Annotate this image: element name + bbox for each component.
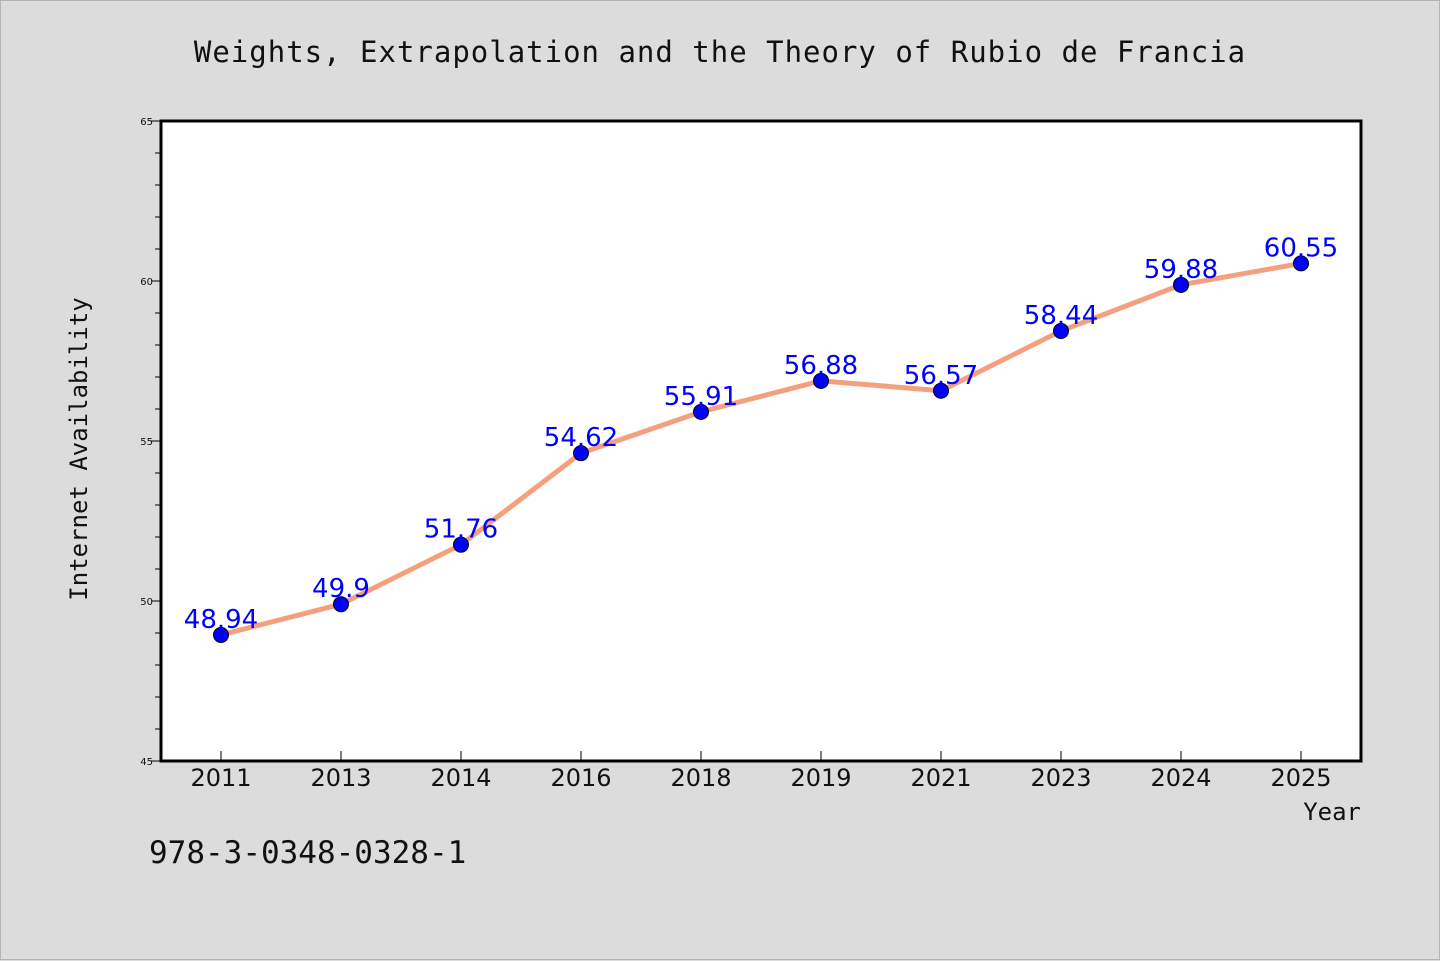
y-tick-label: 50 — [140, 597, 153, 608]
chart-title: Weights, Extrapolation and the Theory of… — [193, 35, 1247, 69]
x-axis: 2011 2013 2014 2016 2018 2019 2021 2023 2024 2025 — [190, 751, 1332, 792]
data-label: 51.76 — [424, 515, 498, 545]
data-labels: 48.94 49.9 51.76 54.62 55.91 56.88 56.57 58.44 5… — [184, 233, 1338, 635]
y-axis: 45 50 55 60 65 — [140, 117, 161, 768]
data-label: 49.9 — [312, 574, 370, 604]
x-axis-label: Year — [1303, 798, 1361, 826]
data-label: 59.88 — [1144, 255, 1218, 285]
data-point — [813, 372, 829, 389]
data-label: 56.88 — [784, 351, 858, 381]
y-tick-label: 65 — [140, 117, 153, 128]
x-tick-label: 2013 — [310, 764, 371, 792]
data-label: 58.44 — [1024, 301, 1098, 331]
x-tick-label: 2014 — [430, 764, 491, 792]
data-label: 56.57 — [904, 361, 978, 391]
data-point — [573, 445, 589, 462]
y-tick-label: 45 — [140, 757, 153, 768]
data-label: 48.94 — [184, 605, 258, 635]
data-point — [1293, 255, 1309, 272]
x-tick-label: 2021 — [910, 764, 971, 792]
plot-area — [159, 119, 1363, 763]
data-point — [693, 403, 709, 420]
series-line — [213, 255, 1309, 643]
data-point — [1173, 276, 1189, 293]
data-point — [1053, 322, 1069, 339]
data-label: 54.62 — [544, 423, 618, 453]
data-label: 55.91 — [664, 382, 738, 412]
data-point — [213, 626, 229, 643]
x-tick-label: 2023 — [1030, 764, 1091, 792]
x-tick-label: 2019 — [790, 764, 851, 792]
isbn-text: 978-3-0348-0328-1 — [149, 835, 467, 871]
data-label: 60.55 — [1264, 233, 1338, 263]
y-axis-label: Internet Availability — [65, 297, 93, 600]
x-tick-label: 2018 — [670, 764, 731, 792]
series-polyline — [218, 260, 1304, 638]
x-tick-label: 2011 — [190, 764, 251, 792]
data-point — [453, 536, 469, 553]
y-tick-label: 55 — [140, 437, 153, 448]
x-tick-label: 2024 — [1150, 764, 1211, 792]
x-tick-label: 2016 — [550, 764, 611, 792]
data-point — [933, 382, 949, 399]
x-tick-label: 2025 — [1270, 764, 1331, 792]
data-point — [333, 596, 349, 613]
y-tick-label: 60 — [140, 277, 153, 288]
